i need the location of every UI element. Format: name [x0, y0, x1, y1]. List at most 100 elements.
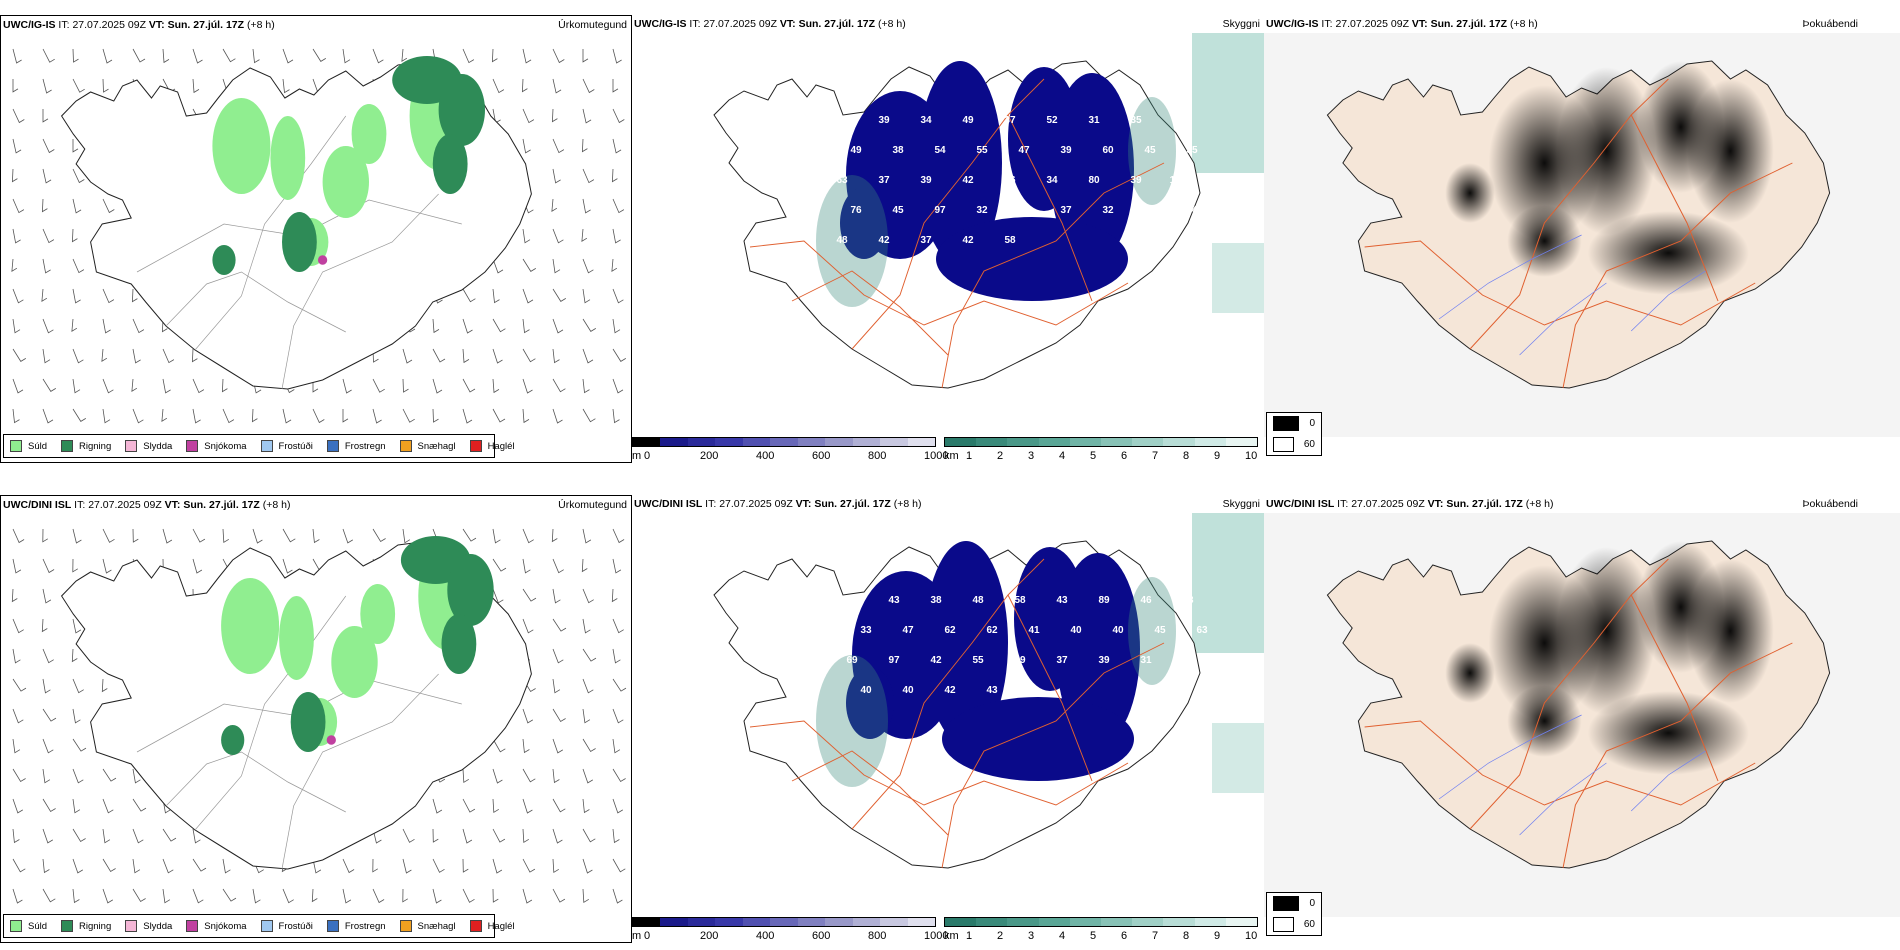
wind-barb	[42, 168, 52, 184]
cloud-base-label: 49	[850, 145, 862, 156]
wind-barb	[612, 648, 621, 664]
wind-barb	[522, 138, 531, 154]
wind-barb	[11, 258, 18, 272]
wind-barb	[612, 858, 626, 873]
wind-barb	[522, 798, 533, 814]
wind-barb	[522, 618, 534, 634]
wind-barb	[72, 348, 84, 364]
model-name: UWC/IG-IS	[1266, 18, 1319, 30]
cloud-base-label: 37	[1004, 115, 1016, 126]
wind-barb	[72, 198, 82, 214]
wind-barb	[582, 768, 594, 784]
wind-barb	[552, 78, 562, 94]
panel-header: UWC/DINI ISL IT: 27.07.2025 09Z VT: Sun.…	[632, 495, 1264, 513]
colorbar-step	[770, 438, 798, 446]
height-tick: 1000	[924, 450, 949, 462]
road-network	[749, 558, 1165, 869]
cloud-base-label: 63	[1196, 625, 1208, 636]
wind-barb	[42, 48, 55, 63]
rain-area	[441, 614, 477, 674]
legend-label: Rigning	[79, 440, 112, 452]
wind-barb	[581, 138, 588, 153]
cloud-base-label: 62	[944, 625, 956, 636]
wind-barb	[102, 768, 117, 782]
it-value: 27.07.2025 09Z	[719, 498, 793, 510]
low-cloud-area	[918, 61, 1002, 265]
wind-barb	[612, 48, 622, 64]
legend-label: Frostúði	[278, 920, 313, 932]
drizzle-area	[351, 104, 387, 164]
wind-barb	[552, 258, 561, 274]
wind-barb	[522, 828, 530, 843]
wind-barb	[42, 738, 54, 754]
wind-barb	[191, 348, 198, 363]
colorbar-step	[660, 918, 688, 926]
wind-barb	[72, 258, 85, 274]
road	[749, 240, 1129, 326]
fog-indicator-area	[1556, 67, 1656, 235]
fog-indicator-area	[1687, 559, 1774, 703]
wind-barb	[582, 348, 594, 364]
wind-barb	[552, 768, 560, 784]
sea-fog-area	[1192, 33, 1264, 173]
wind-barb	[72, 618, 82, 634]
road	[1562, 162, 1793, 389]
wind-barb	[102, 858, 116, 873]
vis-tick: 9	[1214, 930, 1221, 942]
wind-barb	[192, 858, 207, 872]
wind-barb	[101, 678, 108, 693]
colorbar-step	[660, 438, 688, 446]
river	[1519, 762, 1607, 836]
wind-barb	[102, 318, 111, 334]
height-unit: m	[632, 450, 642, 462]
wind-barb	[12, 618, 24, 634]
road	[1364, 720, 1756, 806]
cloud-base-label: 66	[1004, 175, 1016, 186]
wind-barb	[522, 48, 532, 64]
road	[194, 595, 347, 831]
model-name: UWC/DINI ISL	[1266, 498, 1335, 510]
iceland-land	[713, 60, 1201, 389]
road	[1630, 594, 1719, 782]
wind-barb	[492, 348, 503, 364]
wind-barb	[72, 888, 80, 904]
fog-indicator-area	[1556, 547, 1656, 715]
legend-item: Slydda	[125, 920, 172, 932]
road-network	[1364, 558, 1793, 869]
wind-barb	[132, 828, 144, 844]
vis-tick: 3	[1028, 450, 1035, 462]
wind-barb	[462, 288, 476, 303]
river	[1630, 270, 1706, 332]
drizzle-area	[322, 146, 369, 218]
wind-barb	[612, 198, 625, 214]
precip-panel-row1: UWC/IG-IS IT: 27.07.2025 09Z VT: Sun. 27…	[0, 15, 632, 463]
vis-tick: 7	[1152, 930, 1159, 942]
wind-barb	[222, 528, 230, 543]
wind-barb	[372, 528, 386, 543]
wind-barb	[312, 858, 322, 874]
wind-barb	[582, 528, 592, 544]
colorbar-step	[742, 438, 771, 446]
fog-legend-swatch	[1273, 917, 1294, 932]
wind-barb	[522, 258, 537, 272]
wind-barb	[552, 168, 561, 184]
colorbar-step	[1194, 918, 1226, 926]
wind-barb	[132, 858, 141, 874]
colorbar-step	[797, 438, 826, 446]
wind-barb	[132, 768, 141, 784]
wind-barb	[101, 348, 108, 362]
cloud-base-label: 43	[986, 685, 998, 696]
road	[749, 720, 1129, 806]
vis-tick: 1	[966, 450, 973, 462]
drizzle-area	[270, 116, 306, 200]
legend-swatch	[260, 920, 273, 932]
legend-item: Snæhagl	[399, 440, 456, 452]
wind-barb	[552, 588, 561, 604]
cloud-base-label: 52	[1046, 115, 1058, 126]
legend-item: Frostregn	[326, 440, 386, 452]
wind-barb	[282, 408, 292, 424]
wind-barb	[612, 618, 624, 634]
colorbar-step	[1132, 438, 1164, 446]
wind-barb	[492, 408, 506, 423]
colorbar-step	[1069, 438, 1102, 446]
